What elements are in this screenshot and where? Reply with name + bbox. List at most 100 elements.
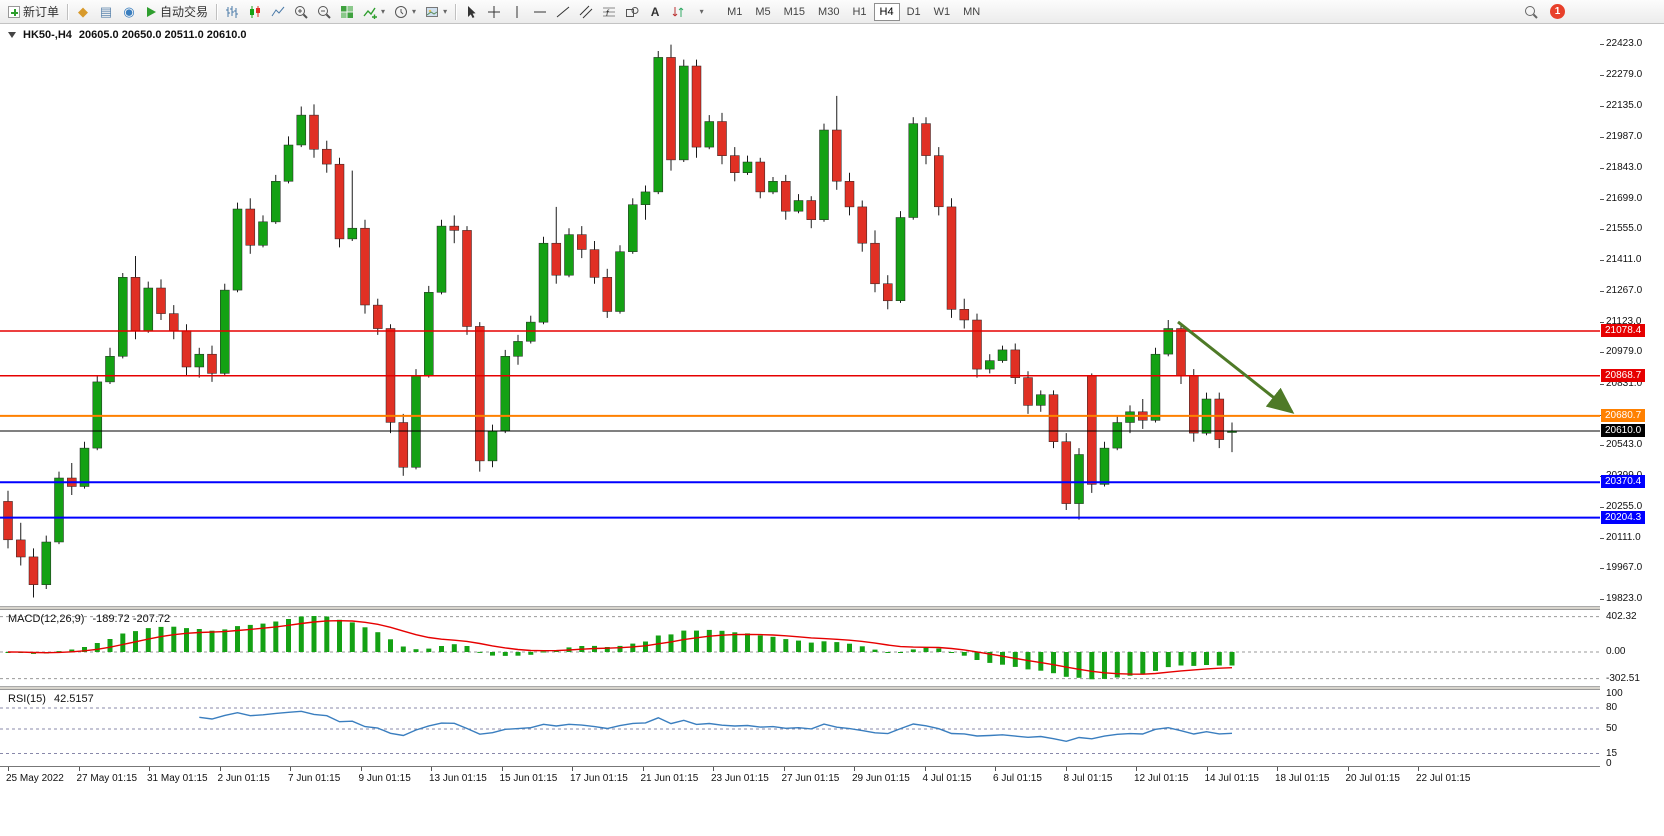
date-axis[interactable]: 25 May 2022 27 May 01:15 31 May 01:15 2 Jun… <box>0 766 1664 790</box>
date-axis-label: 18 Jul 01:15 <box>1275 773 1330 784</box>
date-axis-tick <box>854 767 855 771</box>
price-axis-tick <box>1600 352 1604 354</box>
date-axis-label: 23 Jun 01:15 <box>711 773 769 784</box>
timeframe-H4[interactable]: H4 <box>873 2 900 21</box>
price-badge: 20610.0 <box>1601 424 1646 437</box>
date-axis-label: 27 May 01:15 <box>76 773 138 784</box>
panel-splitter[interactable] <box>0 686 1664 690</box>
date-axis-label: 14 Jul 01:15 <box>1204 773 1260 784</box>
date-axis-tick <box>78 767 80 771</box>
timeframe-H1[interactable]: H1 <box>846 3 872 21</box>
date-axis-label: 4 Jul 01:15 <box>922 773 972 784</box>
horizontal-line-icon[interactable] <box>529 2 551 22</box>
cursor-icon[interactable] <box>460 2 482 22</box>
price-axis-label: 20979.0 <box>1606 346 1643 358</box>
date-axis-tick <box>924 767 926 771</box>
tools-dropdown-icon[interactable]: ▾ <box>690 2 712 22</box>
zoom-in-icon[interactable] <box>290 2 312 22</box>
symbol-header: HK50-,H4 20605.0 20650.0 20511.0 20610.0 <box>8 29 247 41</box>
bar-chart-icon[interactable] <box>221 2 243 22</box>
price-axis-label: 20111.0 <box>1606 531 1641 543</box>
main-chart-canvas[interactable] <box>0 24 1600 606</box>
price-badge: 20204.3 <box>1601 510 1646 524</box>
date-axis-label: 8 Jul 01:15 <box>1063 773 1113 784</box>
indicators-icon[interactable]: ▾ <box>359 2 389 22</box>
shapes-icon[interactable] <box>621 2 643 22</box>
price-badge: 20370.4 <box>1601 475 1646 489</box>
search-icon[interactable] <box>1520 2 1542 22</box>
panel-splitter[interactable] <box>0 606 1664 610</box>
arrows-icon[interactable] <box>667 2 689 22</box>
rsi-label: RSI(15) 42.5157 <box>8 693 94 705</box>
rsi-chart-canvas[interactable] <box>0 690 1600 766</box>
vertical-line-icon[interactable] <box>506 2 528 22</box>
price-axis-label: 20543.0 <box>1606 439 1643 451</box>
date-axis-tick <box>431 767 432 771</box>
fibonacci-icon[interactable]: f <box>598 2 620 22</box>
timeframe-W1[interactable]: W1 <box>928 3 957 21</box>
templates-icon[interactable]: ▾ <box>421 2 451 22</box>
rsi-axis-label: 15 <box>1606 747 1618 759</box>
price-axis-tick <box>1600 506 1604 508</box>
date-axis-tick <box>572 767 573 771</box>
charts-window-icon[interactable]: ▤ <box>95 2 117 22</box>
price-axis-label: 21267.0 <box>1606 284 1643 296</box>
zoom-out-icon[interactable] <box>313 2 335 22</box>
new-order-label: 新订单 <box>23 5 60 19</box>
notification-badge[interactable]: 1 <box>1550 4 1565 19</box>
candlestick-chart-icon[interactable] <box>244 2 266 22</box>
price-axis-tick <box>1600 383 1604 385</box>
new-order-icon <box>8 5 20 18</box>
toolbar-group-zoom <box>290 2 335 22</box>
rsi-axis-label: 80 <box>1606 702 1618 713</box>
periods-icon[interactable]: ▾ <box>390 2 420 22</box>
date-axis-tick <box>149 767 150 771</box>
date-axis-tick <box>360 767 362 771</box>
date-axis-tick <box>1065 767 1067 771</box>
price-axis-label: 21699.0 <box>1606 192 1643 204</box>
price-axis-tick <box>1600 44 1604 45</box>
timeframe-M30[interactable]: M30 <box>812 3 845 21</box>
channel-icon[interactable] <box>575 2 597 22</box>
date-axis-tick <box>1206 767 1208 771</box>
price-axis-tick <box>1600 105 1604 107</box>
date-axis-label: 13 Jun 01:15 <box>429 773 487 784</box>
date-axis-tick <box>783 767 785 771</box>
timeframe-MN[interactable]: MN <box>957 3 986 21</box>
svg-text:f: f <box>606 8 610 18</box>
price-axis-label: 19967.0 <box>1606 562 1643 574</box>
auto-trading-button[interactable]: 自动交易 <box>141 2 212 22</box>
line-chart-icon[interactable] <box>267 2 289 22</box>
date-axis-tick <box>1418 767 1419 771</box>
date-axis-label: 17 Jun 01:15 <box>570 773 628 784</box>
text-icon[interactable]: A <box>644 2 666 22</box>
community-icon[interactable]: ◉ <box>118 2 140 22</box>
price-axis-tick <box>1600 321 1604 323</box>
timeframe-M5[interactable]: M5 <box>749 3 776 21</box>
price-axis-label: 20255.0 <box>1606 500 1643 512</box>
price-badge: 20680.7 <box>1601 408 1646 422</box>
macd-chart-canvas[interactable] <box>0 610 1600 686</box>
date-axis-label: 2 Jun 01:15 <box>217 773 270 784</box>
timeframe-M15[interactable]: M15 <box>778 3 811 21</box>
price-axis-label: 22279.0 <box>1606 68 1643 80</box>
toolbar-group-manage: ▾ ▾ ▾ <box>336 2 451 22</box>
crosshair-icon[interactable] <box>483 2 505 22</box>
toolbar: 新订单 ◆ ▤ ◉ 自动交易 ▾ ▾ ▾ f A ▾ M1 M5 M15 M30 H1 H4 D1 W1 M… <box>0 0 1664 24</box>
price-axis-tick <box>1600 167 1604 169</box>
date-axis-label: 29 Jun 01:15 <box>852 773 910 784</box>
price-axis[interactable]: 22423.0 22279.0 22135.0 21987.0 21843.0 21699… <box>1600 24 1664 788</box>
toolbar-group-symbols: ◆ ▤ ◉ <box>72 2 140 22</box>
collapse-icon[interactable] <box>8 32 16 38</box>
price-axis-label: 19823.0 <box>1606 593 1643 604</box>
date-axis-tick <box>219 767 221 771</box>
market-watch-icon[interactable]: ◆ <box>72 2 94 22</box>
price-badge: 20868.7 <box>1601 368 1646 382</box>
price-axis-label: 21987.0 <box>1606 131 1643 143</box>
toolbar-separator <box>216 3 218 20</box>
new-order-button[interactable]: 新订单 <box>4 2 63 22</box>
tile-windows-icon[interactable] <box>336 2 358 22</box>
trendline-icon[interactable] <box>552 2 574 22</box>
timeframe-M1[interactable]: M1 <box>721 3 748 21</box>
timeframe-D1[interactable]: D1 <box>901 3 927 21</box>
